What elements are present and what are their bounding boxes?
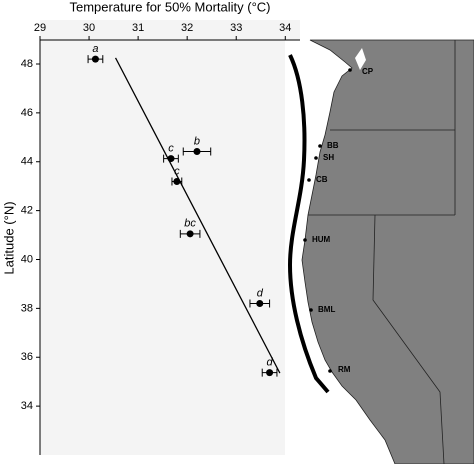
y-axis-title: Latitude (°N) <box>1 201 16 274</box>
site-label: CP <box>362 67 374 76</box>
x-tick-label: 30 <box>83 22 95 34</box>
site-dot <box>318 144 322 148</box>
point-label: d <box>257 287 264 299</box>
point <box>256 299 264 307</box>
site-dot <box>303 238 307 242</box>
site-label: HUM <box>312 235 331 244</box>
plot-background <box>40 20 300 455</box>
point <box>186 230 194 238</box>
fit-line <box>114 57 281 374</box>
point <box>193 147 201 155</box>
y-tick-label: 40 <box>21 253 33 265</box>
point <box>266 369 274 377</box>
map <box>285 39 474 464</box>
y-tick-label: 46 <box>21 107 33 119</box>
site-label: RM <box>338 365 351 374</box>
y-tick-label: 38 <box>21 302 33 314</box>
y-tick-label: 44 <box>21 156 33 168</box>
site-dot <box>328 369 332 373</box>
y-tick-label: 34 <box>21 400 33 412</box>
site-label: BML <box>318 305 335 314</box>
point <box>173 178 181 186</box>
y-tick-label: 36 <box>21 351 33 363</box>
point-label: bc <box>184 218 196 230</box>
x-tick-label: 29 <box>34 22 46 34</box>
sound <box>355 48 366 70</box>
x-tick-label: 34 <box>279 22 291 34</box>
y-tick-label: 42 <box>21 205 33 217</box>
current-line <box>287 54 330 394</box>
site-label: BB <box>327 141 339 150</box>
point-label: d <box>267 357 274 369</box>
y-tick-label: 48 <box>21 58 33 70</box>
point-label: c <box>168 142 174 154</box>
site-dot <box>307 178 311 182</box>
x-axis-title: Temperature for 50% Mortality (°C) <box>70 0 271 14</box>
site-dot <box>309 308 313 312</box>
x-tick-label: 33 <box>230 22 242 34</box>
x-tick-label: 32 <box>181 22 193 34</box>
state-borders <box>308 40 456 464</box>
site-label: CB <box>316 175 328 184</box>
site-dot <box>314 156 318 160</box>
site-dot <box>348 68 352 72</box>
point-label: c <box>174 165 180 177</box>
point <box>91 55 99 63</box>
point <box>167 155 175 163</box>
x-tick-label: 31 <box>132 22 144 34</box>
site-label: SH <box>323 153 334 162</box>
point-label: b <box>194 135 200 147</box>
point-label: a <box>92 43 98 55</box>
land <box>301 39 474 464</box>
